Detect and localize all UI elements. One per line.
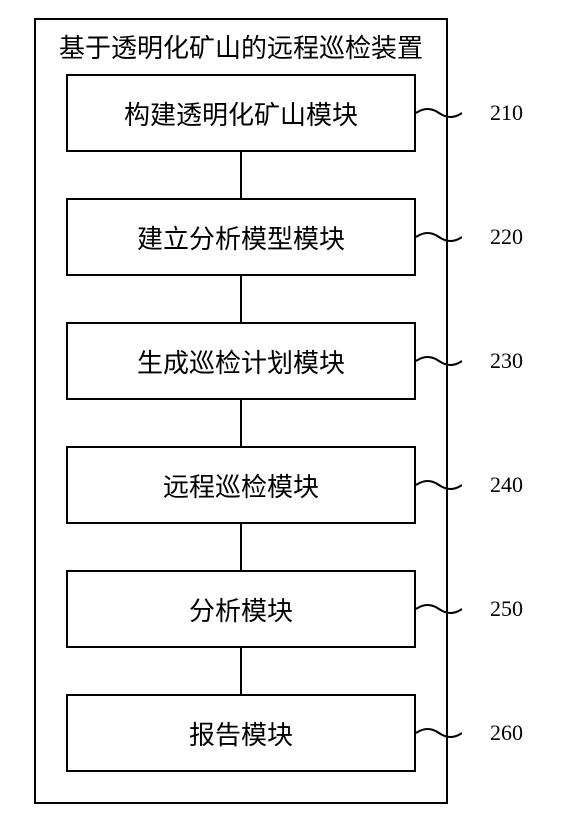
- diagram-title: 基于透明化矿山的远程巡检装置: [34, 28, 448, 65]
- module-label: 建立分析模型模块: [137, 219, 345, 256]
- module-label: 报告模块: [189, 715, 293, 752]
- connector-line: [240, 400, 242, 446]
- diagram-canvas: 基于透明化矿山的远程巡检装置 构建透明化矿山模块 210 建立分析模型模块 220 生成…: [0, 0, 568, 818]
- module-box: 分析模块: [66, 570, 416, 648]
- connector-line: [240, 276, 242, 322]
- lead-line: [416, 103, 462, 123]
- lead-line: [416, 723, 462, 743]
- module-box: 报告模块: [66, 694, 416, 772]
- module-label: 分析模块: [189, 591, 293, 628]
- module-box: 生成巡检计划模块: [66, 322, 416, 400]
- module-label: 生成巡检计划模块: [137, 343, 345, 380]
- connector-line: [240, 524, 242, 570]
- module-label: 远程巡检模块: [163, 467, 319, 504]
- connector-line: [240, 648, 242, 694]
- lead-line: [416, 351, 462, 371]
- module-box: 远程巡检模块: [66, 446, 416, 524]
- module-label: 构建透明化矿山模块: [124, 95, 358, 132]
- reference-number: 250: [490, 596, 523, 622]
- module-box: 构建透明化矿山模块: [66, 74, 416, 152]
- lead-line: [416, 599, 462, 619]
- lead-line: [416, 475, 462, 495]
- module-box: 建立分析模型模块: [66, 198, 416, 276]
- lead-line: [416, 227, 462, 247]
- reference-number: 260: [490, 720, 523, 746]
- connector-line: [240, 152, 242, 198]
- reference-number: 240: [490, 472, 523, 498]
- reference-number: 220: [490, 224, 523, 250]
- reference-number: 210: [490, 100, 523, 126]
- reference-number: 230: [490, 348, 523, 374]
